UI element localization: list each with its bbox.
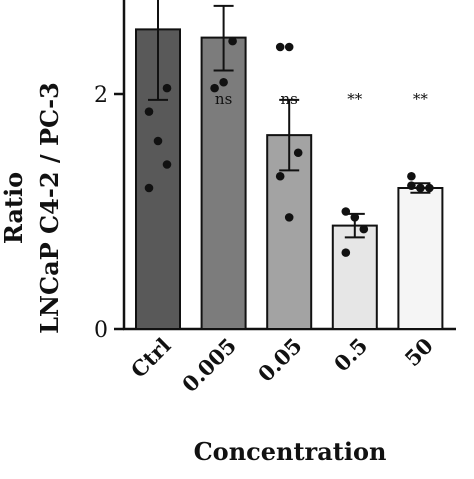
data-point (284, 213, 294, 222)
data-point (275, 42, 285, 52)
y-axis-label-line: Ratio (0, 172, 28, 244)
data-point (162, 160, 172, 169)
category-label: 0.05 (253, 333, 307, 387)
data-point (228, 36, 237, 46)
data-point (407, 171, 416, 181)
data-point (284, 42, 294, 52)
x-axis-label: Concentration (194, 437, 387, 466)
data-point (219, 77, 228, 87)
data-point (162, 83, 172, 93)
data-point (275, 171, 285, 181)
data-point (425, 183, 434, 193)
data-points (144, 36, 434, 257)
data-point (359, 224, 369, 234)
data-point (341, 248, 351, 257)
y-axis-label: Ratio LNCaP C4-2 / PC-3 (0, 82, 64, 334)
significance-label: ** (347, 90, 363, 108)
data-point (350, 213, 360, 222)
y-axis-label-line: LNCaP C4-2 / PC-3 (35, 82, 64, 334)
data-point (416, 183, 425, 193)
data-point (341, 207, 351, 216)
data-point (293, 148, 303, 158)
category-label: 0.5 (329, 333, 373, 377)
y-tick-label: 0 (94, 318, 108, 343)
data-point (210, 83, 219, 93)
significance-labels: ns ns ** ** (215, 90, 428, 108)
category-label: 50 (400, 333, 438, 371)
bar (397, 187, 444, 330)
data-point (153, 136, 163, 146)
significance-label: ns (281, 90, 298, 108)
significance-label: ** (413, 90, 429, 108)
data-point (144, 107, 154, 116)
category-label: Ctrl (126, 333, 176, 383)
data-point (144, 183, 154, 193)
bar (331, 224, 378, 331)
y-tick-label: 2 (94, 83, 108, 108)
y-ticks: 024 (94, 83, 124, 343)
significance-label: ns (215, 90, 232, 108)
data-point (407, 181, 416, 190)
bars (135, 28, 444, 331)
category-label: 0.005 (177, 333, 241, 397)
category-labels: Ctrl 0.005 0.05 0.5 50 (126, 333, 438, 397)
